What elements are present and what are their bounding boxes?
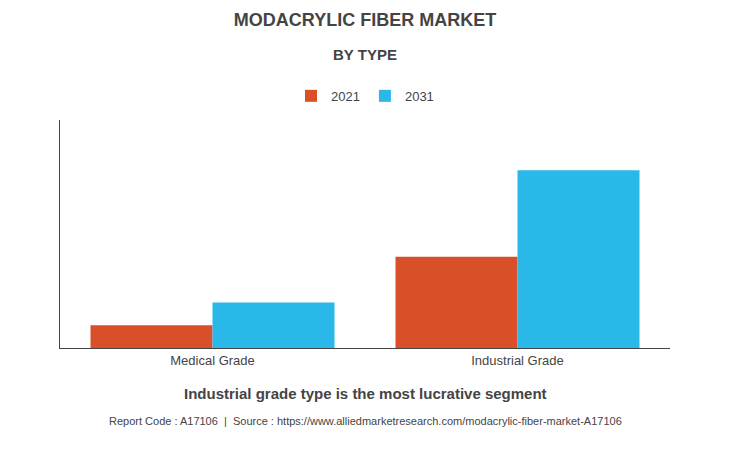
svg-text:2021: 2021: [331, 89, 360, 104]
svg-text:BY TYPE: BY TYPE: [333, 46, 397, 63]
svg-text:MODACRYLIC FIBER MARKET: MODACRYLIC FIBER MARKET: [234, 10, 496, 30]
svg-text:Industrial Grade: Industrial Grade: [471, 353, 564, 368]
svg-text:Industrial grade type is the m: Industrial grade type is the most lucrat…: [184, 385, 547, 402]
svg-text:Report Code : A17106 | Sourc: Report Code : A17106 | Source : https://…: [109, 415, 622, 427]
svg-text:2031: 2031: [405, 89, 434, 104]
svg-text:Medical Grade: Medical Grade: [170, 353, 255, 368]
